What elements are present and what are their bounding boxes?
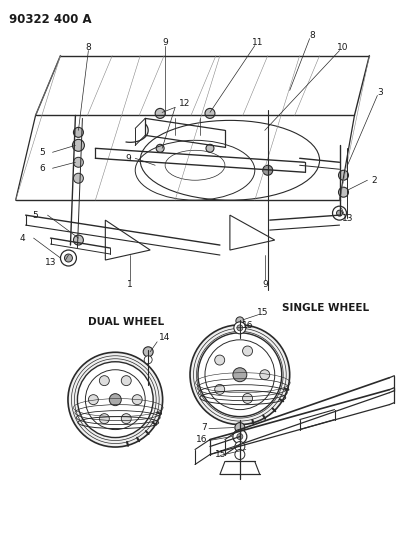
Circle shape bbox=[64, 254, 72, 262]
Circle shape bbox=[234, 322, 246, 334]
Circle shape bbox=[100, 376, 109, 386]
Circle shape bbox=[143, 347, 153, 357]
Circle shape bbox=[74, 157, 84, 167]
Text: 5: 5 bbox=[40, 148, 45, 157]
Circle shape bbox=[235, 423, 245, 433]
Text: 4: 4 bbox=[20, 233, 25, 243]
Circle shape bbox=[237, 325, 243, 331]
Text: 13: 13 bbox=[342, 214, 353, 223]
Circle shape bbox=[144, 356, 152, 364]
Circle shape bbox=[121, 376, 131, 386]
Circle shape bbox=[121, 414, 131, 424]
Circle shape bbox=[205, 108, 215, 118]
Text: 5: 5 bbox=[33, 211, 39, 220]
Circle shape bbox=[242, 393, 253, 403]
Circle shape bbox=[333, 206, 347, 220]
Text: 11: 11 bbox=[252, 38, 263, 47]
Circle shape bbox=[337, 210, 343, 216]
Circle shape bbox=[88, 394, 98, 405]
Circle shape bbox=[233, 430, 247, 443]
Text: 90322 400 A: 90322 400 A bbox=[9, 13, 91, 26]
Polygon shape bbox=[230, 215, 275, 250]
Text: 1: 1 bbox=[127, 280, 133, 289]
Circle shape bbox=[215, 384, 225, 394]
Text: DUAL WHEEL: DUAL WHEEL bbox=[88, 317, 164, 327]
Text: 3: 3 bbox=[377, 88, 383, 97]
Circle shape bbox=[74, 235, 84, 245]
Text: 6: 6 bbox=[40, 164, 45, 173]
Text: 8: 8 bbox=[86, 43, 91, 52]
Circle shape bbox=[339, 170, 349, 180]
Text: 2: 2 bbox=[372, 176, 377, 185]
Circle shape bbox=[260, 370, 270, 379]
Circle shape bbox=[156, 144, 164, 152]
Circle shape bbox=[198, 333, 282, 417]
Circle shape bbox=[235, 441, 245, 451]
Circle shape bbox=[233, 368, 247, 382]
Text: SINGLE WHEEL: SINGLE WHEEL bbox=[282, 303, 369, 313]
Text: 15: 15 bbox=[257, 309, 269, 317]
Circle shape bbox=[86, 370, 145, 430]
Circle shape bbox=[78, 362, 153, 438]
Text: 14: 14 bbox=[160, 333, 171, 342]
Polygon shape bbox=[105, 220, 150, 260]
Circle shape bbox=[263, 165, 273, 175]
Text: 16: 16 bbox=[195, 435, 207, 444]
Circle shape bbox=[242, 346, 253, 356]
Circle shape bbox=[132, 394, 142, 405]
Circle shape bbox=[339, 187, 349, 197]
Text: 16: 16 bbox=[242, 321, 254, 330]
Circle shape bbox=[100, 414, 109, 424]
Text: 15: 15 bbox=[215, 450, 226, 459]
Text: 13: 13 bbox=[45, 257, 56, 266]
Circle shape bbox=[72, 139, 84, 151]
Circle shape bbox=[74, 127, 84, 138]
Circle shape bbox=[235, 449, 245, 459]
Text: 10: 10 bbox=[337, 43, 348, 52]
Text: 9: 9 bbox=[125, 154, 131, 163]
Circle shape bbox=[206, 144, 214, 152]
Circle shape bbox=[109, 394, 121, 406]
Circle shape bbox=[215, 355, 225, 365]
Text: 9: 9 bbox=[262, 280, 267, 289]
Text: 8: 8 bbox=[310, 31, 316, 40]
Circle shape bbox=[74, 173, 84, 183]
Circle shape bbox=[60, 250, 76, 266]
Circle shape bbox=[205, 340, 275, 410]
Circle shape bbox=[155, 108, 165, 118]
Circle shape bbox=[237, 433, 243, 440]
Text: 9: 9 bbox=[162, 38, 168, 47]
Ellipse shape bbox=[68, 352, 163, 447]
Text: 7: 7 bbox=[201, 423, 207, 432]
Text: 12: 12 bbox=[179, 99, 191, 108]
Ellipse shape bbox=[190, 325, 290, 425]
Circle shape bbox=[236, 317, 244, 325]
